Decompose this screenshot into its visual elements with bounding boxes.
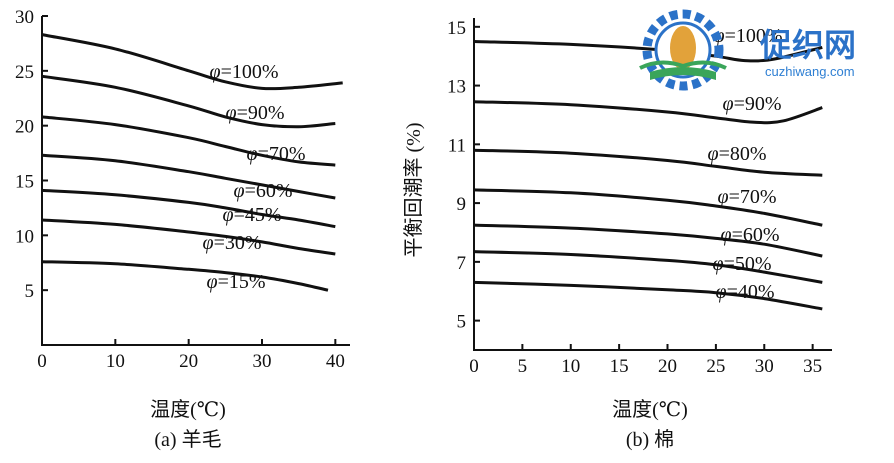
y-axis-title-cotton: 平衡回潮率 (%) (402, 123, 425, 258)
series-label: φ=100% (209, 61, 278, 83)
x-tick-label: 15 (610, 356, 629, 377)
y-tick-label: 25 (15, 62, 34, 83)
x-axis-title-wool: 温度(℃) (150, 398, 226, 421)
series-label: φ=50% (712, 253, 771, 275)
y-tick-label: 13 (447, 77, 466, 98)
chart-panel-wool: 0 10 20 30 40 5 10 15 20 25 30 φ=100% φ=90% φ=70% φ=60… (15, 7, 350, 372)
x-tick-label: 30 (755, 356, 774, 377)
x-tick-label: 5 (518, 356, 528, 377)
x-tick-label: 30 (253, 351, 272, 372)
series-line (473, 280, 823, 311)
y-tick-label: 9 (457, 194, 467, 215)
series-label: φ=30% (202, 232, 261, 254)
x-tick-label: 25 (706, 356, 725, 377)
series-line (473, 100, 823, 125)
x-tick-label: 35 (803, 356, 822, 377)
series-label: φ=90% (225, 102, 284, 124)
series-label: φ=70% (717, 186, 776, 208)
series-label: φ=70% (246, 143, 305, 165)
x-tick-label: 20 (658, 356, 677, 377)
series-line (473, 40, 823, 63)
series-label: φ=90% (722, 93, 781, 115)
y-tick-label: 20 (15, 117, 34, 138)
x-tick-label: 40 (326, 351, 345, 372)
series-label: φ=80% (707, 143, 766, 165)
series-line (473, 148, 823, 177)
series-label: φ=45% (222, 204, 281, 226)
watermark-logo: 促织网 cuzhiwang.com (639, 9, 856, 91)
x-tick-label: 10 (561, 356, 580, 377)
caption-wool: (a) 羊毛 (154, 428, 221, 451)
series-line (41, 115, 336, 167)
y-tick-label: 5 (457, 312, 467, 333)
gear-book-icon (639, 9, 727, 91)
series-label: φ=15% (206, 271, 265, 293)
watermark-url: cuzhiwang.com (765, 64, 855, 79)
series-line (473, 250, 823, 284)
series-label: φ=40% (715, 281, 774, 303)
series-label: φ=60% (233, 180, 292, 202)
y-tick-label: 30 (15, 7, 34, 28)
series-line (473, 188, 823, 227)
watermark-brand: 促织网 (759, 26, 856, 64)
y-tick-label: 10 (15, 226, 34, 247)
x-tick-label: 0 (469, 356, 479, 377)
series-label: φ=60% (720, 224, 779, 246)
y-tick-label: 5 (25, 281, 35, 302)
x-tick-label: 20 (179, 351, 198, 372)
series-line (41, 74, 336, 129)
y-tick-label: 15 (15, 172, 34, 193)
series-line (41, 153, 336, 200)
y-tick-label: 15 (447, 18, 466, 39)
y-tick-label: 7 (457, 253, 467, 274)
series-line (41, 218, 336, 256)
caption-cotton: (b) 棉 (626, 428, 674, 451)
series-line (473, 223, 823, 258)
x-axis-title-cotton: 温度(℃) (612, 398, 688, 421)
y-tick-label: 11 (448, 135, 466, 156)
x-tick-label: 10 (106, 351, 125, 372)
axes-frame (41, 16, 350, 346)
series-line (41, 33, 343, 91)
series-line (41, 188, 336, 229)
x-tick-label: 0 (37, 351, 47, 372)
series-line (41, 260, 329, 292)
